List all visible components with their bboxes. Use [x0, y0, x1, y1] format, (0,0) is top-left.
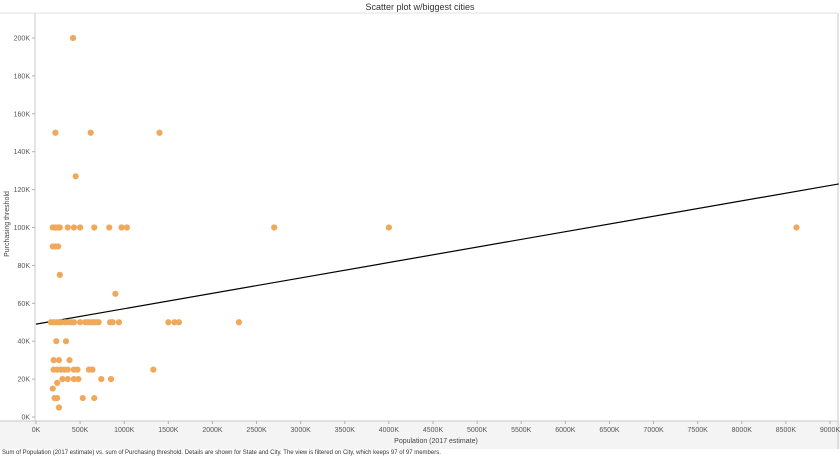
- data-point: [49, 385, 56, 392]
- data-point: [175, 319, 183, 326]
- data-point: [59, 376, 66, 383]
- x-tick-label: 4500K: [423, 427, 444, 434]
- x-tick-label: 8000K: [732, 427, 753, 434]
- data-point: [64, 376, 71, 383]
- data-point: [66, 357, 73, 364]
- data-point: [271, 224, 278, 231]
- data-point: [77, 224, 84, 231]
- data-point: [793, 224, 800, 231]
- x-tick-label: 5500K: [511, 427, 532, 434]
- x-tick-label: 3000K: [291, 427, 312, 434]
- x-tick-label: 7500K: [688, 427, 709, 434]
- data-point: [54, 243, 62, 250]
- data-point: [75, 376, 82, 383]
- y-tick-label: 100K: [14, 225, 31, 232]
- data-point: [118, 224, 125, 231]
- data-point: [50, 357, 57, 364]
- y-tick-label: 140K: [14, 149, 31, 156]
- data-point: [87, 129, 94, 136]
- data-point: [62, 338, 70, 345]
- y-tick-label: 60K: [18, 301, 31, 308]
- data-point: [156, 129, 163, 136]
- data-point: [165, 319, 172, 326]
- data-point: [112, 290, 119, 297]
- data-point: [91, 224, 98, 231]
- data-point: [95, 319, 102, 326]
- data-point: [385, 224, 392, 231]
- data-point: [107, 376, 115, 383]
- x-tick-label: 0K: [32, 427, 41, 434]
- y-tick-label: 20K: [18, 377, 31, 384]
- y-tick-label: 180K: [14, 73, 31, 80]
- data-point: [106, 224, 113, 231]
- data-point: [52, 129, 59, 136]
- data-point: [123, 224, 130, 231]
- x-tick-label: 1000K: [114, 427, 135, 434]
- data-point: [91, 394, 98, 402]
- y-tick-label: 40K: [18, 339, 31, 346]
- x-tick-label: 2000K: [202, 427, 223, 434]
- x-tick-label: 5000K: [467, 427, 488, 434]
- data-point: [89, 366, 96, 373]
- data-point: [70, 376, 78, 383]
- footer-caption: Sum of Population (2017 estimate) vs. su…: [2, 450, 441, 456]
- x-axis-title: Population (2017 estimate): [394, 438, 478, 445]
- trend-line: [35, 183, 839, 325]
- y-axis-title: Purchasing threshold: [4, 191, 11, 257]
- data-point: [79, 394, 86, 402]
- x-tick-label: 8500K: [776, 427, 797, 434]
- data-point: [55, 357, 63, 364]
- data-point: [98, 376, 105, 383]
- data-point: [53, 338, 60, 345]
- x-tick-label: 4000K: [379, 427, 400, 434]
- data-point: [77, 319, 84, 326]
- data-point: [64, 224, 71, 231]
- data-point: [69, 34, 77, 42]
- data-point: [56, 224, 63, 231]
- y-tick-label: 200K: [14, 36, 31, 43]
- data-point: [72, 173, 79, 180]
- data-point: [74, 366, 81, 373]
- data-point: [235, 319, 243, 326]
- data-point: [150, 366, 157, 373]
- data-point: [109, 319, 116, 326]
- x-tick-label: 1500K: [158, 427, 179, 434]
- x-tick-label: 2500K: [246, 427, 267, 434]
- data-point: [54, 394, 61, 402]
- data-point: [70, 319, 78, 326]
- x-axis-band: [0, 421, 840, 449]
- x-tick-label: 7000K: [643, 427, 664, 434]
- data-point: [64, 366, 71, 373]
- data-point: [56, 271, 63, 278]
- data-point: [54, 379, 61, 386]
- data-point: [171, 319, 178, 326]
- x-tick-label: 9000K: [820, 427, 840, 434]
- chart-title: Scatter plot w/biggest cities: [365, 2, 475, 12]
- x-tick-label: 500K: [72, 427, 89, 434]
- data-point: [115, 319, 123, 326]
- data-point: [70, 224, 78, 231]
- x-tick-label: 6500K: [599, 427, 620, 434]
- y-tick-label: 160K: [14, 111, 31, 118]
- y-tick-label: 80K: [18, 263, 31, 270]
- data-point: [55, 404, 63, 411]
- y-axis-band: [0, 13, 35, 421]
- x-tick-label: 3500K: [335, 427, 356, 434]
- y-tick-label: 0K: [21, 415, 30, 422]
- y-tick-label: 120K: [14, 187, 31, 194]
- x-tick-label: 6000K: [555, 427, 576, 434]
